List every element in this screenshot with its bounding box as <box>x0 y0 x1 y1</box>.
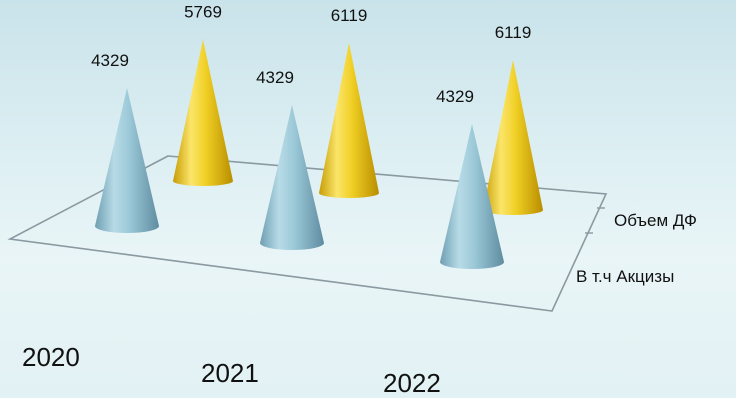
category-label-2022: 2022 <box>383 368 441 398</box>
value-label-obem-df-2021: 6119 <box>331 6 368 25</box>
value-label-akcizy-2021: 4329 <box>256 68 294 87</box>
value-label-obem-df-2020: 5769 <box>184 3 222 22</box>
category-label-2020: 2020 <box>22 342 80 372</box>
series-label-back: Объем ДФ <box>614 211 697 230</box>
category-label-2021: 2021 <box>201 358 259 388</box>
value-labels: 5769 6119 6119 4329 4329 4329 <box>91 3 531 106</box>
value-label-akcizy-2022: 4329 <box>436 87 474 106</box>
series-axis-labels: Объем ДФ В т.ч Акцизы <box>576 211 697 286</box>
cone-marks <box>95 39 543 269</box>
category-labels: 2020 2021 2022 <box>22 342 441 398</box>
cone-akcizy-2022 <box>440 124 504 269</box>
cone-akcizy-2020 <box>95 88 159 233</box>
cone-akcizy-2021 <box>260 105 324 250</box>
series-label-front: В т.ч Акцизы <box>576 267 674 286</box>
value-label-akcizy-2020: 4329 <box>91 51 129 70</box>
cone-obem-df-2020 <box>173 39 233 186</box>
cone-obem-df-2021 <box>319 43 379 198</box>
cone-obem-df-2022 <box>483 60 543 215</box>
value-label-obem-df-2022: 6119 <box>495 23 532 42</box>
